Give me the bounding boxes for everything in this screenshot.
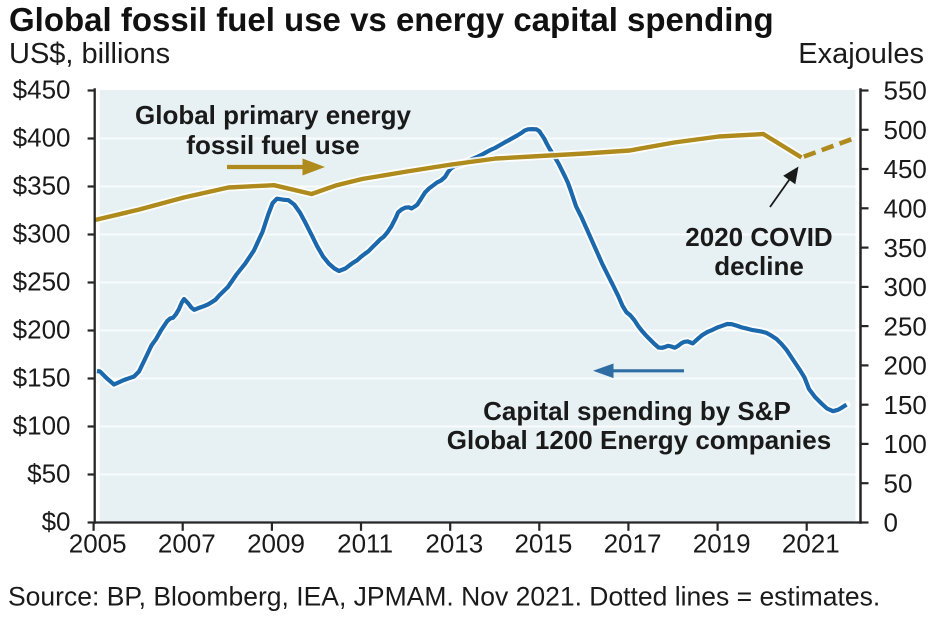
svg-text:2015: 2015 (514, 529, 572, 559)
svg-text:2021: 2021 (782, 529, 840, 559)
svg-text:2019: 2019 (693, 529, 751, 559)
svg-text:Source: BP, Bloomberg, IEA, JP: Source: BP, Bloomberg, IEA, JPMAM. Nov 2… (8, 582, 880, 612)
svg-text:Global fossil fuel use vs ener: Global fossil fuel use vs energy capital… (9, 1, 774, 38)
svg-text:350: 350 (884, 233, 927, 263)
svg-text:$100: $100 (13, 410, 71, 440)
svg-text:$350: $350 (13, 170, 71, 200)
svg-text:$0: $0 (42, 506, 71, 536)
svg-text:$150: $150 (13, 362, 71, 392)
svg-text:Global 1200 Energy companies: Global 1200 Energy companies (447, 425, 831, 455)
svg-text:Capital spending by S&P: Capital spending by S&P (483, 396, 791, 426)
svg-text:450: 450 (884, 154, 927, 184)
svg-text:300: 300 (884, 272, 927, 302)
svg-text:500: 500 (884, 115, 927, 145)
svg-text:2007: 2007 (158, 529, 216, 559)
svg-text:150: 150 (884, 390, 927, 420)
svg-text:50: 50 (884, 468, 913, 498)
svg-text:decline: decline (714, 251, 804, 281)
svg-text:2005: 2005 (69, 529, 127, 559)
svg-text:250: 250 (884, 311, 927, 341)
svg-text:fossil fuel use: fossil fuel use (186, 130, 359, 160)
svg-text:Global primary energy: Global primary energy (135, 100, 412, 130)
svg-text:Exajoules: Exajoules (798, 38, 924, 70)
svg-text:100: 100 (884, 429, 927, 459)
svg-text:$200: $200 (13, 314, 71, 344)
svg-text:$300: $300 (13, 218, 71, 248)
svg-text:$50: $50 (27, 458, 70, 488)
svg-text:2009: 2009 (247, 529, 305, 559)
svg-text:$400: $400 (13, 122, 71, 152)
svg-text:$250: $250 (13, 266, 71, 296)
svg-text:2013: 2013 (425, 529, 483, 559)
svg-text:2020 COVID: 2020 COVID (685, 222, 832, 252)
svg-text:2017: 2017 (604, 529, 662, 559)
svg-text:400: 400 (884, 194, 927, 224)
svg-text:550: 550 (884, 76, 927, 106)
svg-text:US$, billions: US$, billions (9, 38, 170, 70)
svg-text:0: 0 (884, 508, 898, 538)
svg-text:$450: $450 (13, 74, 71, 104)
svg-text:200: 200 (884, 351, 927, 381)
svg-text:2011: 2011 (337, 529, 393, 559)
